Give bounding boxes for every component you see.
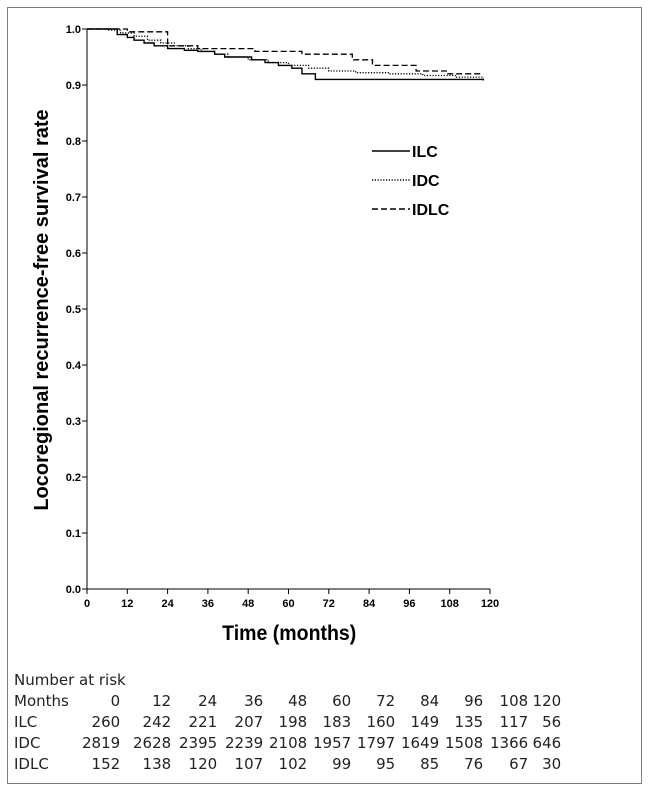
curve-ilc [87, 28, 484, 81]
risk-cell: 60 [332, 692, 352, 710]
risk-cell: 221 [188, 713, 218, 731]
y-tick-label: 0.8 [66, 136, 81, 148]
risk-cell: 120 [188, 755, 218, 773]
risk-row-ilc: ILC 260 242 221 207 198 183 160 149 135 117 56 [14, 712, 561, 733]
risk-cell: 2108 [269, 734, 308, 752]
y-tick-label: 0.4 [66, 360, 82, 372]
risk-header-row: Months 0 12 24 36 48 60 72 84 96 108 120 [14, 691, 561, 712]
y-tick-label: 0.9 [66, 80, 81, 92]
legend-label-idc: IDC [412, 173, 440, 190]
figure-frame [7, 7, 642, 784]
risk-cell: 85 [420, 755, 440, 773]
legend-label-ilc: ILC [412, 144, 438, 161]
x-tick-label: 60 [282, 598, 294, 610]
risk-cell: 76 [464, 755, 484, 773]
x-tick-label: 48 [242, 598, 254, 610]
risk-cell: 183 [322, 713, 352, 731]
risk-cell: 149 [410, 713, 440, 731]
x-tick-label: 0 [84, 598, 90, 610]
legend-label-idlc: IDLC [412, 202, 450, 219]
risk-cell: 2819 [82, 734, 121, 752]
y-axis-title: Locoregional recurrence-free survival ra… [31, 109, 53, 510]
axes: 0 12 24 36 48 60 72 84 96 108 120 0.0 0.1 0.2 0.3 0.4 0.… [66, 24, 499, 610]
survival-curves [87, 28, 484, 81]
x-tick-label: 120 [481, 598, 499, 610]
risk-row-label: IDC [14, 734, 41, 752]
risk-cell: 260 [91, 713, 121, 731]
risk-cell: 72 [376, 692, 396, 710]
risk-row-idlc: IDLC 152 138 120 107 102 99 95 85 76 67 30 [14, 754, 561, 775]
risk-cell: 1797 [357, 734, 396, 752]
risk-cell: 108 [499, 692, 529, 710]
legend: ILC IDC IDLC [372, 144, 450, 219]
y-tick-label: 0.3 [66, 416, 81, 428]
curve-idlc [87, 28, 484, 75]
number-at-risk-table: Months 0 12 24 36 48 60 72 84 96 108 120 ILC 260 242 22… [14, 691, 561, 775]
risk-cell: 138 [142, 755, 172, 773]
risk-cell: 0 [110, 692, 121, 710]
x-tick-label: 108 [441, 598, 459, 610]
risk-cell: 12 [152, 692, 172, 710]
risk-cell: 1508 [445, 734, 484, 752]
risk-cell: 96 [464, 692, 484, 710]
y-tick-label: 0.0 [66, 584, 81, 596]
risk-cell: 242 [142, 713, 172, 731]
x-tick-label: 36 [202, 598, 214, 610]
risk-row-label: Months [14, 692, 69, 710]
risk-cell: 107 [234, 755, 264, 773]
curve-idc [87, 28, 484, 79]
risk-cell: 102 [278, 755, 308, 773]
risk-cell: 1366 [490, 734, 529, 752]
risk-row-label: IDLC [14, 755, 49, 773]
x-tick-label: 72 [323, 598, 335, 610]
risk-cell: 48 [288, 692, 308, 710]
y-tick-label: 0.2 [66, 472, 81, 484]
y-tick-label: 0.7 [66, 192, 81, 204]
risk-cell: 207 [234, 713, 264, 731]
x-axis-title: Time (months) [222, 622, 356, 645]
risk-row-label: ILC [14, 713, 38, 731]
y-tick-label: 0.6 [66, 248, 81, 260]
risk-cell: 120 [532, 692, 562, 710]
y-tick-label: 0.1 [66, 528, 81, 540]
risk-cell: 2239 [225, 734, 264, 752]
x-tick-label: 24 [161, 598, 174, 610]
risk-cell: 1649 [401, 734, 440, 752]
risk-cell: 99 [332, 755, 352, 773]
risk-cell: 117 [499, 713, 529, 731]
risk-cell: 24 [198, 692, 218, 710]
risk-cell: 1957 [313, 734, 352, 752]
survival-chart: 0 12 24 36 48 60 72 84 96 108 120 0.0 0.1 0.2 0.3 0.4 0.… [31, 24, 499, 645]
y-tick-label: 0.5 [66, 304, 81, 316]
risk-cell: 67 [509, 755, 529, 773]
risk-cell: 2395 [179, 734, 218, 752]
risk-cell: 135 [454, 713, 484, 731]
y-tick-label: 1.0 [66, 24, 81, 36]
x-tick-label: 96 [403, 598, 415, 610]
x-tick-label: 84 [363, 598, 376, 610]
risk-cell: 198 [278, 713, 308, 731]
risk-cell: 95 [376, 755, 396, 773]
risk-cell: 160 [366, 713, 396, 731]
risk-cell: 646 [532, 734, 562, 752]
x-tick-label: 12 [121, 598, 133, 610]
risk-cell: 152 [91, 755, 121, 773]
risk-table-title: Number at risk [14, 671, 126, 689]
risk-row-idc: IDC 2819 2628 2395 2239 2108 1957 1797 1649 1508 1… [14, 733, 561, 754]
risk-cell: 2628 [133, 734, 172, 752]
risk-cell: 30 [542, 755, 562, 773]
risk-cell: 36 [244, 692, 264, 710]
risk-cell: 84 [420, 692, 440, 710]
risk-cell: 56 [542, 713, 562, 731]
